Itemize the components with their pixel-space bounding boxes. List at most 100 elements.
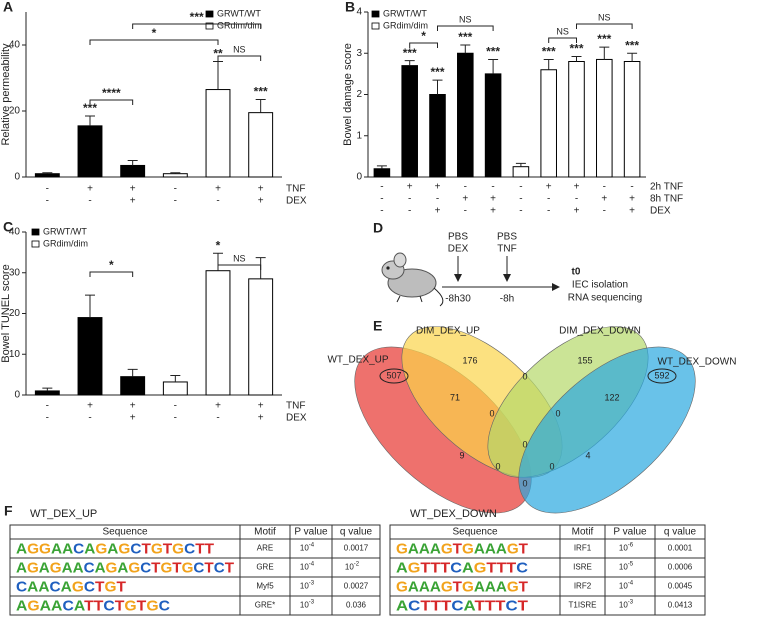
- exponent-base: 10: [619, 601, 628, 610]
- bar: [77, 317, 103, 396]
- condition-name: 2h TNF: [650, 182, 683, 193]
- venn-count: 0: [522, 371, 527, 381]
- venn-set-label: WT_DEX_DOWN: [658, 357, 737, 368]
- condition-label: -: [547, 206, 550, 217]
- bar: [484, 73, 502, 178]
- condition-label: -: [46, 196, 49, 207]
- condition-label: -: [46, 184, 49, 195]
- error-bar-line: [127, 368, 138, 377]
- error-bar: [599, 46, 610, 60]
- condition-label: -: [46, 401, 49, 412]
- table-cell: GRE: [256, 563, 273, 572]
- table-cell: Myf5: [256, 582, 274, 591]
- error-bar-line: [170, 172, 181, 174]
- significance-bracket: [217, 55, 262, 61]
- condition-label: -: [436, 194, 439, 205]
- error-bar-line: [127, 160, 138, 166]
- significance-label: **: [213, 47, 223, 61]
- exponent: -4: [628, 580, 634, 586]
- significance-label: ***: [430, 65, 444, 79]
- error-bar: [42, 172, 53, 174]
- condition-label: +: [87, 184, 93, 195]
- y-tick-label: 20: [9, 308, 21, 319]
- significance-label: ***: [403, 46, 417, 60]
- significance-label: ***: [542, 45, 556, 59]
- significance-label: ***: [83, 101, 97, 115]
- significance-label: ***: [458, 30, 472, 44]
- bar: [248, 278, 274, 396]
- table-title: WT_DEX_DOWN: [410, 508, 497, 520]
- venn-count: 0: [495, 461, 500, 471]
- condition-label: +: [258, 196, 264, 207]
- bar: [373, 168, 391, 178]
- table-header: Sequence: [452, 527, 497, 538]
- condition-label: +: [490, 206, 496, 217]
- bar: [77, 125, 103, 178]
- error-bar: [432, 79, 443, 95]
- legend-label: GRWT/WT: [217, 8, 261, 18]
- significance-label: *: [109, 258, 114, 272]
- table-cell: 10-4: [619, 580, 634, 591]
- venn-count: 507: [386, 370, 401, 380]
- table-cell: 10-6: [619, 542, 634, 553]
- significance-label: *: [421, 29, 426, 43]
- end-text: RNA sequencing: [568, 293, 643, 304]
- condition-label: -: [174, 196, 177, 207]
- y-tick-label: 0: [356, 172, 362, 183]
- error-bar: [376, 165, 387, 169]
- condition-label: +: [87, 401, 93, 412]
- error-bar: [571, 56, 582, 62]
- condition-label: -: [216, 196, 219, 207]
- condition-label: +: [258, 401, 264, 412]
- venn-count: 155: [577, 355, 592, 365]
- panel-letter: F: [4, 503, 13, 519]
- table-title: WT_DEX_UP: [30, 508, 97, 520]
- y-tick-label: 20: [9, 106, 21, 117]
- table-cell: 0.036: [346, 601, 367, 610]
- table-cell: 0.0027: [344, 582, 369, 591]
- significance-label: ***: [597, 32, 611, 46]
- error-bar: [170, 374, 181, 382]
- error-bar-line: [515, 162, 526, 167]
- significance-bracket: [409, 42, 438, 48]
- condition-name: TNF: [286, 401, 305, 412]
- y-tick-label: 10: [9, 349, 21, 360]
- bar: [401, 65, 418, 178]
- bar: [205, 270, 231, 396]
- condition-label: -: [519, 194, 522, 205]
- y-axis-title: Bowel TUNEL score: [0, 264, 12, 362]
- legend-swatch: [371, 22, 380, 30]
- significance-label: NS: [233, 253, 246, 263]
- panel-letter: B: [345, 0, 355, 15]
- significance-label: NS: [598, 12, 611, 22]
- error-bar: [515, 162, 526, 167]
- exponent: -4: [309, 561, 315, 567]
- table-cell: IRF2: [574, 582, 592, 591]
- mouse-icon: [381, 252, 444, 307]
- significance-label: ****: [102, 86, 121, 100]
- venn-count: 0: [489, 408, 494, 418]
- y-tick-label: 0: [14, 172, 20, 183]
- significance-label: ***: [625, 38, 639, 52]
- step-time: -8h30: [445, 294, 471, 305]
- error-bar: [627, 52, 638, 62]
- significance-bracket: [217, 264, 262, 270]
- table-cell: 10-2: [345, 561, 360, 572]
- error-bar-line: [376, 165, 387, 169]
- table-cell: GRE*: [255, 601, 275, 610]
- exponent-base: 10: [619, 544, 628, 553]
- table-header: Motif: [254, 527, 276, 538]
- table-header: q value: [664, 527, 697, 538]
- panel-letter: A: [3, 0, 13, 15]
- condition-label: -: [603, 182, 606, 193]
- bar: [623, 61, 641, 178]
- venn-count: 71: [450, 392, 460, 402]
- error-bar-line: [460, 44, 471, 54]
- condition-label: -: [519, 182, 522, 193]
- y-tick-label: 4: [356, 7, 362, 18]
- significance-label: *: [152, 26, 157, 40]
- error-bar: [127, 368, 138, 377]
- significance-bracket: [576, 23, 633, 29]
- error-bar-line: [599, 46, 610, 60]
- venn-set: [518, 346, 696, 514]
